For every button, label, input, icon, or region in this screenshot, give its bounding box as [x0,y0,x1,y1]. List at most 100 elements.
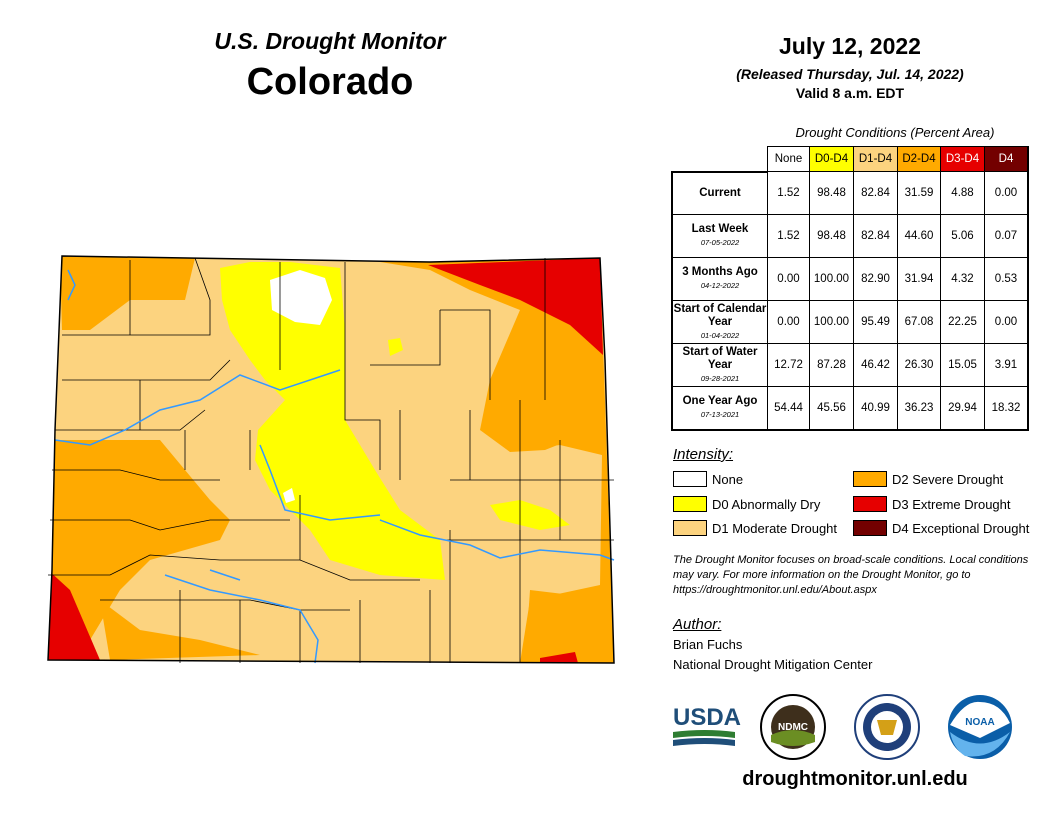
colorado-drought-map [47,255,615,664]
table-cell: 3.91 [984,343,1029,387]
website-link[interactable]: droughtmonitor.unl.edu [742,768,968,790]
d3-southwest [48,570,100,660]
map-subtitle: U.S. Drought Monitor [214,28,446,54]
column-header: D1-D4 [853,146,898,172]
table-cell: 4.32 [940,257,985,301]
author-title: Author: [673,616,722,633]
row-date: 04-12-2022 [700,281,740,290]
row-label: Current [671,171,768,215]
table-cell: 22.25 [940,300,985,344]
table-cell: 4.88 [940,171,985,215]
legend-item: D2 Severe Drought [853,471,1003,487]
table-cell: 0.00 [984,171,1029,215]
table-cell: 29.94 [940,386,985,431]
legend-label: D3 Extreme Drought [892,496,1011,512]
row-label: Last Week 07-05-2022 [671,214,768,258]
table-cell: 44.60 [897,214,941,258]
row-label-text: 3 Months Ago [682,266,758,278]
d0-east-patch [490,500,570,530]
column-header: D2-D4 [897,146,941,172]
table-cell: 100.00 [809,300,854,344]
legend-swatch [853,496,887,512]
usda-logo: USDA [673,704,741,746]
table-cell: 82.84 [853,171,898,215]
column-header: D3-D4 [940,146,985,172]
table-caption: Drought Conditions (Percent Area) [795,125,995,140]
table-row: One Year Ago 07-13-2021 54.44 45.56 40.99 36.… [671,386,1029,431]
usda-logo-text: USDA [673,704,741,731]
table-row: Last Week 07-05-2022 1.52 98.48 82.84 44.60 5.… [671,214,1029,258]
row-date: 09-28-2021 [700,373,740,383]
table-row: 3 Months Ago 04-12-2022 0.00 100.00 82.90 31.… [671,257,1029,301]
row-date: 01-04-2022 [700,330,740,340]
county-boundaries [48,257,614,663]
row-label: Start of Calendar Year 01-04-2022 [671,300,768,344]
legend-swatch [853,520,887,536]
table-cell: 31.94 [897,257,941,301]
table-cell: 87.28 [809,343,854,387]
drought-areas [48,256,614,663]
row-label-text: Last Week [691,223,749,235]
d3-northeast [428,258,603,355]
table-cell: 15.05 [940,343,985,387]
table-cell: 98.48 [809,171,854,215]
table-cell: 46.42 [853,343,898,387]
d2-west [48,440,230,660]
noaa-logo-text: NOAA [965,717,994,728]
legend-item: D4 Exceptional Drought [853,520,1029,536]
table-cell: 12.72 [767,343,810,387]
table-row: Start of Water Year 09-28-2021 12.72 87.28 4… [671,343,1029,387]
row-label: 3 Months Ago 04-12-2022 [671,257,768,301]
legend-item: None [673,471,743,487]
legend-swatch [673,496,707,512]
table-cell: 31.59 [897,171,941,215]
table-cell: 5.06 [940,214,985,258]
row-label-text: Start of Calendar Year [673,302,767,328]
legend-swatch [853,471,887,487]
column-header: D4 [984,146,1029,172]
legend-swatch [673,520,707,536]
row-label: One Year Ago 07-13-2021 [671,386,768,431]
legend-swatch [673,471,707,487]
state-title: Colorado [246,61,414,103]
table-cell: 54.44 [767,386,810,431]
table-cell: 1.52 [767,214,810,258]
author-org: National Drought Mitigation Center [673,657,873,672]
table-cell: 0.00 [767,257,810,301]
table-cell: 0.00 [984,300,1029,344]
disclaimer-text: The Drought Monitor focuses on broad-sca… [673,554,1029,596]
table-cell: 40.99 [853,386,898,431]
d0-central [220,262,445,580]
row-label: Start of Water Year 09-28-2021 [671,343,768,387]
table-cell: 45.56 [809,386,854,431]
row-label-text: Current [699,186,741,199]
table-cell: 67.08 [897,300,941,344]
d2-east [380,258,614,663]
author-name: Brian Fuchs [673,637,743,652]
table-cell: 1.52 [767,171,810,215]
none-north [270,270,332,325]
none-small [283,488,295,503]
row-label-text: Start of Water Year [682,345,758,371]
map-date: July 12, 2022 [779,33,921,59]
table-cell: 36.23 [897,386,941,431]
table-cell: 0.07 [984,214,1029,258]
table-cell: 18.32 [984,386,1029,431]
table-cell: 0.53 [984,257,1029,301]
table-cell: 0.00 [767,300,810,344]
d0-small-patch [388,338,403,356]
doc-seal-logo [854,694,920,760]
table-row: Start of Calendar Year 01-04-2022 0.00 100.… [671,300,1029,344]
legend-label: D0 Abnormally Dry [712,496,821,512]
table-cell: 26.30 [897,343,941,387]
d3-southeast-sliver [540,652,578,663]
ndmc-logo: NDMC [760,694,826,760]
legend-label: D1 Moderate Drought [712,520,838,536]
row-date: 07-05-2022 [700,238,740,247]
table-cell: 100.00 [809,257,854,301]
legend-item: D0 Abnormally Dry [673,496,820,512]
release-date: (Released Thursday, Jul. 14, 2022) [736,66,964,82]
date-header: July 12, 2022 (Released Thursday, Jul. 1… [690,33,1010,101]
valid-time: Valid 8 a.m. EDT [795,85,905,101]
row-label-text: One Year Ago [682,395,758,407]
